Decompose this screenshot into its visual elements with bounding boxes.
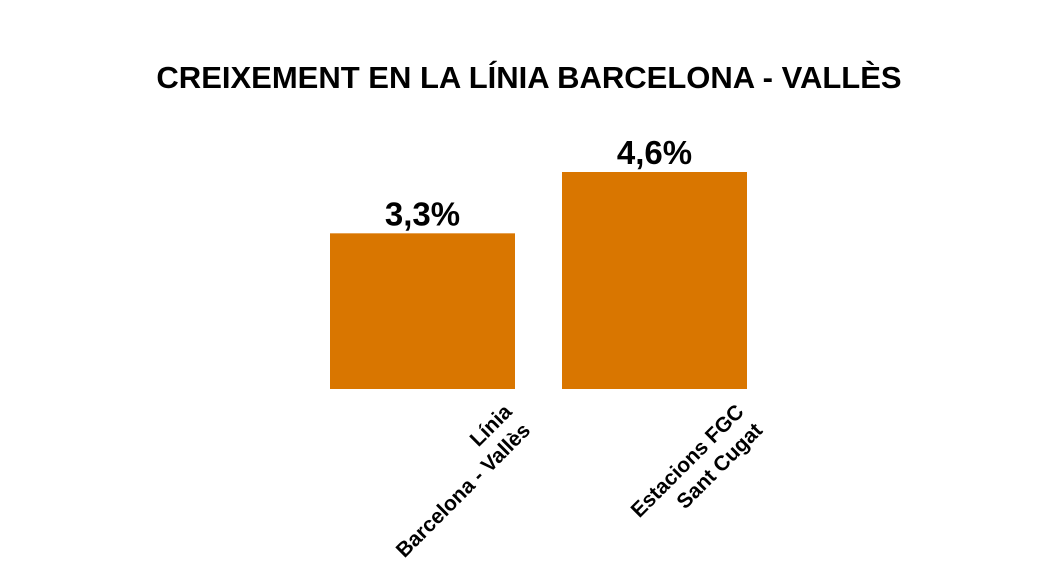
category-label-2: Estacions FGCSant Cugat [627, 400, 767, 540]
bar-1 [330, 233, 515, 389]
chart-title: CREIXEMENT EN LA LÍNIA BARCELONA - VALLÈ… [156, 60, 901, 95]
bar-2 [562, 172, 747, 389]
value-label-2: 4,6% [617, 134, 692, 171]
category-label-1-line-2: Barcelona - Vallès [392, 419, 535, 562]
value-label-1: 3,3% [385, 195, 460, 232]
category-label-1: LíniaBarcelona - Vallès [373, 400, 535, 562]
bars-group: 3,3% LíniaBarcelona - Vallès 4,6% Estacions… [330, 134, 767, 562]
